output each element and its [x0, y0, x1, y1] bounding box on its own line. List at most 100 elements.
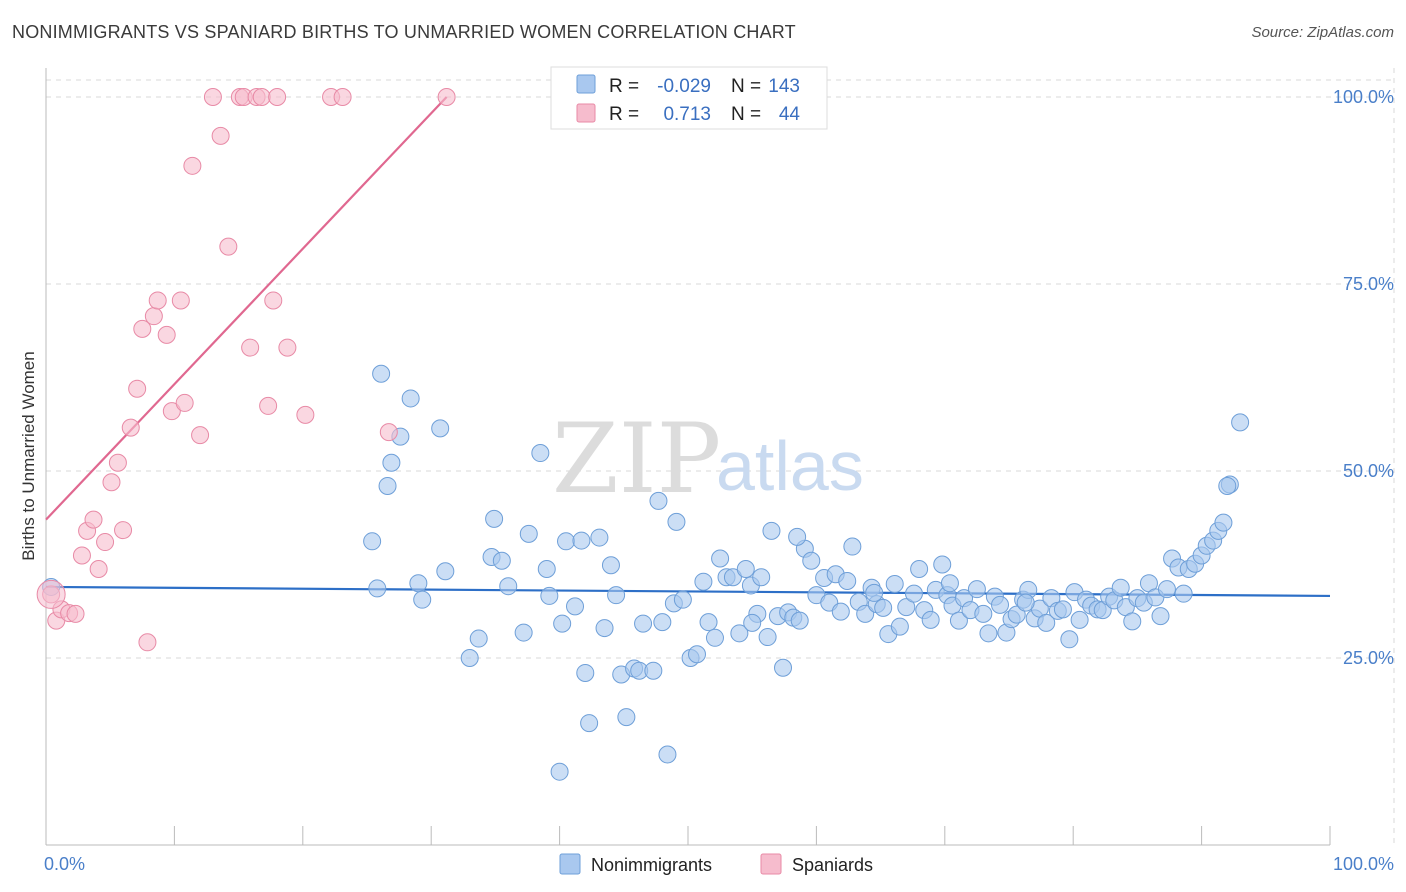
nonimmigrants-point-56: [752, 568, 771, 587]
spaniards-point-large: [36, 579, 66, 609]
nonimmigrants-point-34: [617, 708, 636, 727]
x-tick-labels: 0.0% 100.0%: [44, 854, 1394, 874]
nonimmigrants-point-19: [519, 524, 538, 543]
nonimmigrants-point-109: [1060, 630, 1079, 649]
nonimmigrants-point-58: [762, 521, 781, 540]
legend-r-value-1: -0.029: [657, 76, 711, 97]
nonimmigrants-point-20: [531, 444, 550, 463]
nonimmigrants-point-27: [576, 663, 595, 682]
y-axis-title: Births to Unmarried Women: [19, 351, 38, 560]
nonimmigrants-point-81: [897, 598, 916, 617]
nonimmigrants-point-118: [1111, 578, 1130, 597]
legend-n-value-2: 44: [779, 104, 801, 125]
nonimmigrants-point-97: [991, 595, 1010, 614]
nonimmigrants-point-46: [694, 572, 713, 591]
nonimmigrants-point-57: [758, 628, 777, 647]
nonimmigrants-point-136: [1214, 513, 1233, 532]
nonimmigrants-point-143: [788, 527, 807, 546]
nonimmigrants-point-9: [413, 590, 432, 609]
spaniards-point-7: [84, 510, 103, 529]
nonimmigrants-point-4: [378, 476, 397, 495]
y-tick-label-50: 50.0%: [1343, 461, 1394, 481]
spaniards-point-8: [89, 559, 108, 578]
nonimmigrants-point-83: [910, 559, 929, 578]
data-points: [36, 88, 1250, 781]
spaniards-point-24: [191, 426, 210, 445]
spaniards-point-13: [121, 418, 140, 437]
series-label-nonimmigrants: Nonimmigrants: [591, 855, 712, 875]
x-tick-label-max: 100.0%: [1333, 854, 1394, 874]
nonimmigrants-point-82: [904, 584, 923, 603]
spaniards-point-40: [379, 423, 398, 442]
nonimmigrants-point-47: [699, 613, 718, 632]
nonimmigrants-point-108: [1053, 600, 1072, 619]
nonimmigrants-point-22: [540, 586, 559, 605]
spaniards-point-17: [144, 307, 163, 326]
legend-r-label-1: R =: [609, 76, 639, 97]
nonimmigrants-point-74: [856, 604, 875, 623]
nonimmigrants-point-21: [537, 559, 556, 578]
nonimmigrants-point-138: [1231, 413, 1250, 432]
legend-n-value-1: 143: [768, 76, 800, 97]
spaniards-point-4: [66, 604, 85, 623]
axes: [45, 68, 1331, 846]
nonimmigrants-point-85: [921, 610, 940, 629]
nonimmigrants-point-100: [1007, 605, 1026, 624]
spaniards-point-36: [278, 338, 297, 357]
nonimmigrants-point-95: [979, 624, 998, 643]
y-tick-label-75: 75.0%: [1343, 274, 1394, 294]
legend-r-label-2: R =: [609, 104, 639, 125]
nonimmigrants-point-105: [1037, 613, 1056, 632]
nonimmigrants-point-38: [644, 661, 663, 680]
nonimmigrants-point-90: [949, 611, 968, 630]
spaniards-trend-line: [45, 96, 448, 521]
nonimmigrants-point-87: [933, 555, 952, 574]
nonimmigrants-point-43: [673, 590, 692, 609]
nonimmigrants-point-48: [705, 628, 724, 647]
nonimmigrants-point-51: [723, 568, 742, 587]
nonimmigrants-point-126: [1157, 580, 1176, 599]
nonimmigrants-point-129: [1174, 584, 1193, 603]
watermark-zip: ZIP: [552, 403, 721, 515]
spaniards-point-27: [219, 237, 238, 256]
nonimmigrants-point-79: [885, 574, 904, 593]
spaniards-point-5: [72, 546, 91, 565]
nonimmigrants-point-37: [634, 614, 653, 633]
spaniards-point-41: [437, 88, 456, 106]
source-credit: Source: ZipAtlas.com: [1251, 24, 1394, 41]
nonimmigrants-point-125: [1151, 607, 1170, 626]
spaniards-point-14: [128, 379, 147, 398]
nonimmigrants-point-71: [838, 571, 857, 590]
nonimmigrants-point-141: [940, 574, 959, 593]
nonimmigrants-point-93: [967, 580, 986, 599]
spaniards-point-37: [296, 405, 315, 424]
series-legend: Nonimmigrants Spaniards: [559, 853, 873, 875]
nonimmigrants-point-80: [890, 617, 909, 636]
spaniards-point-22: [175, 393, 194, 412]
nonimmigrants-point-120: [1123, 612, 1142, 631]
spaniards-point-16: [138, 633, 157, 652]
y-tick-labels: 25.0% 50.0% 75.0% 100.0%: [1333, 87, 1394, 668]
nonimmigrants-point-31: [601, 556, 620, 575]
spaniards-point-30: [241, 338, 260, 357]
nonimmigrants-point-12: [460, 649, 479, 667]
nonimmigrants-point-18: [514, 623, 533, 642]
spaniards-point-39: [333, 88, 352, 106]
nonimmigrants-point-11: [436, 562, 455, 581]
nonimmigrants-point-94: [974, 604, 993, 623]
nonimmigrants-point-17: [499, 577, 518, 596]
nonimmigrants-point-24: [557, 532, 576, 551]
y-tick-label-25: 25.0%: [1343, 648, 1394, 668]
series-label-spaniards: Spaniards: [792, 855, 873, 875]
spaniards-point-9: [96, 533, 115, 552]
nonimmigrants-point-7: [401, 389, 420, 408]
nonimmigrants-point-142: [865, 583, 884, 602]
nonimmigrants-point-63: [790, 611, 809, 630]
nonimmigrants-point-145: [649, 491, 668, 510]
nonimmigrants-point-144: [743, 613, 762, 632]
spaniards-point-15: [133, 319, 152, 338]
spaniards-point-34: [264, 291, 283, 310]
nonimmigrants-point-5: [382, 453, 401, 472]
nonimmigrants-point-49: [711, 549, 730, 568]
